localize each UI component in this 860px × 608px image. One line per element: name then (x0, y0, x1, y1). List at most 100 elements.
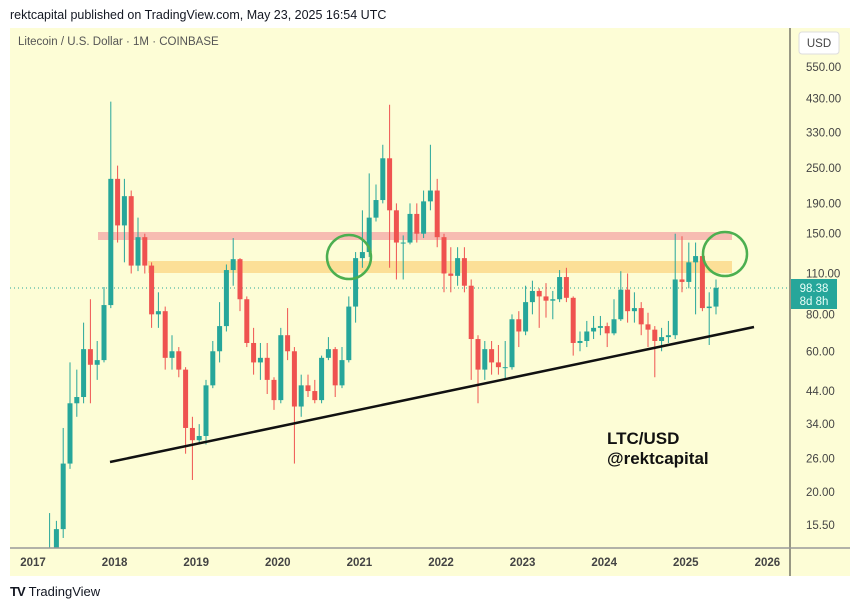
candle[interactable] (407, 203, 413, 245)
breakout-circle[interactable] (325, 233, 373, 281)
candle[interactable] (244, 296, 250, 348)
candle[interactable] (550, 290, 556, 320)
candle[interactable] (319, 355, 325, 404)
candle[interactable] (380, 144, 386, 204)
candle[interactable] (74, 369, 80, 417)
candle[interactable] (434, 178, 440, 248)
candle[interactable] (257, 342, 263, 380)
candle[interactable] (237, 258, 243, 312)
candle[interactable] (81, 322, 87, 404)
candle[interactable] (509, 314, 515, 370)
candle[interactable] (699, 254, 705, 312)
candle[interactable] (101, 287, 107, 363)
candle[interactable] (523, 285, 529, 336)
candle[interactable] (611, 299, 617, 336)
candle[interactable] (189, 416, 195, 480)
candle[interactable] (529, 280, 535, 315)
candle[interactable] (128, 190, 134, 274)
candle[interactable] (672, 233, 678, 340)
candle[interactable] (203, 379, 209, 445)
candle[interactable] (393, 203, 399, 280)
candle[interactable] (441, 233, 447, 293)
candle[interactable] (421, 190, 427, 239)
candle[interactable] (625, 273, 631, 323)
candle[interactable] (557, 270, 563, 303)
candle[interactable] (346, 296, 352, 363)
candle[interactable] (169, 335, 175, 370)
candle[interactable] (665, 320, 671, 343)
candle[interactable] (176, 347, 182, 378)
candle[interactable] (115, 165, 121, 243)
candle[interactable] (332, 347, 338, 398)
candle[interactable] (427, 144, 433, 211)
candle[interactable] (196, 424, 202, 445)
candle[interactable] (563, 267, 569, 303)
candle[interactable] (591, 315, 597, 340)
candle[interactable] (285, 308, 291, 361)
candle[interactable] (448, 247, 454, 293)
candle[interactable] (135, 217, 141, 272)
candle[interactable] (475, 335, 481, 404)
candle[interactable] (686, 242, 692, 289)
candle[interactable] (67, 362, 73, 469)
candle[interactable] (305, 374, 311, 398)
candle[interactable] (597, 315, 603, 336)
candle[interactable] (400, 235, 406, 280)
candle[interactable] (298, 374, 304, 417)
candle[interactable] (489, 340, 495, 375)
candle[interactable] (251, 327, 257, 375)
candle[interactable] (210, 340, 216, 389)
candle[interactable] (155, 292, 161, 328)
candle[interactable] (631, 292, 637, 323)
candle[interactable] (53, 520, 59, 548)
candle[interactable] (373, 184, 379, 222)
candle[interactable] (495, 344, 501, 375)
candle[interactable] (60, 427, 66, 538)
candle[interactable] (353, 252, 359, 323)
candle[interactable] (387, 104, 393, 268)
candle[interactable] (291, 347, 297, 464)
candle[interactable] (217, 302, 223, 363)
candle[interactable] (366, 173, 372, 258)
candle[interactable] (278, 327, 284, 404)
candle[interactable] (142, 233, 148, 274)
candle[interactable] (584, 320, 590, 348)
candle[interactable] (652, 326, 658, 378)
candle[interactable] (223, 264, 229, 332)
candle[interactable] (108, 101, 114, 309)
candle[interactable] (543, 283, 549, 318)
candle[interactable] (87, 299, 93, 404)
candle[interactable] (325, 337, 331, 361)
candle[interactable] (516, 311, 522, 348)
tradingview-logo[interactable]: TV TradingView (10, 584, 100, 599)
candle[interactable] (679, 236, 685, 293)
currency-button[interactable] (798, 31, 840, 55)
candle[interactable] (183, 367, 189, 454)
candle[interactable] (264, 342, 270, 395)
candle[interactable] (312, 379, 318, 404)
candle[interactable] (414, 203, 420, 243)
candle[interactable] (468, 279, 474, 380)
candle[interactable] (713, 279, 719, 315)
candle[interactable] (461, 247, 467, 293)
candle[interactable] (618, 271, 624, 321)
candle[interactable] (502, 340, 508, 380)
candle[interactable] (455, 247, 461, 286)
candle[interactable] (536, 288, 542, 328)
ascending-trendline[interactable] (109, 325, 755, 464)
candle[interactable] (645, 312, 651, 348)
candle[interactable] (162, 306, 168, 370)
candle[interactable] (149, 262, 155, 328)
candle[interactable] (339, 347, 345, 389)
candle[interactable] (577, 331, 583, 352)
candle[interactable] (94, 340, 100, 380)
candle[interactable] (230, 238, 236, 286)
candle[interactable] (121, 178, 127, 263)
candle[interactable] (604, 322, 610, 348)
candle[interactable] (693, 242, 699, 315)
candle[interactable] (638, 302, 644, 336)
target-circle[interactable] (701, 230, 749, 278)
candle[interactable] (271, 377, 277, 410)
candle[interactable] (570, 296, 576, 356)
